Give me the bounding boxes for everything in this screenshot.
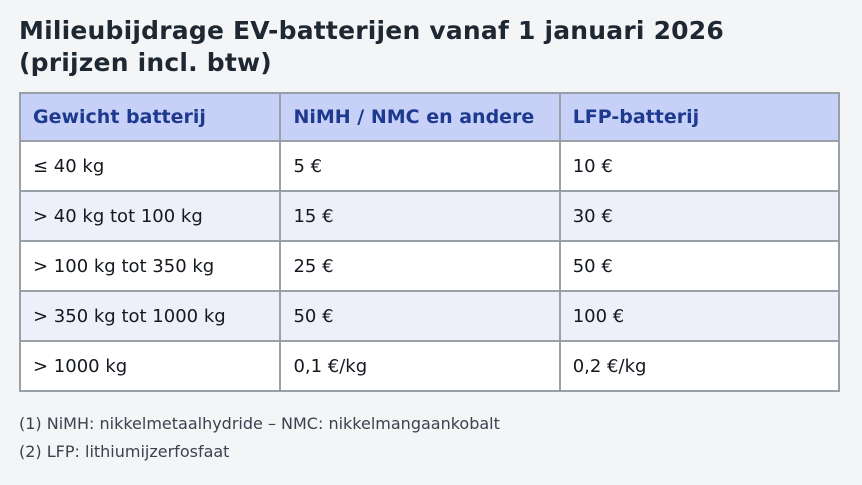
ev-battery-contribution-table: Gewicht batterij NiMH / NMC en andere LF… — [18, 92, 841, 392]
table-row: > 1000 kg 0,1 €/kg 0,2 €/kg — [18, 340, 841, 392]
table-row: > 350 kg tot 1000 kg 50 € 100 € — [18, 290, 841, 342]
cell-weight: > 350 kg tot 1000 kg — [18, 290, 282, 342]
page-title-line2: (prijzen incl. btw) — [19, 48, 272, 77]
footnote-lfp: (2) LFP: lithiumijzerfosfaat — [19, 442, 230, 461]
footnotes: (1) NiMH: nikkelmetaalhydride – NMC: nik… — [19, 412, 840, 464]
cell-nimh-price: 0,1 €/kg — [279, 340, 561, 392]
table-body: ≤ 40 kg 5 € 10 € > 40 kg tot 100 kg 15 €… — [18, 140, 841, 392]
table-header-row: Gewicht batterij NiMH / NMC en andere LF… — [18, 92, 841, 142]
content-area: Milieubijdrage EV-batterijen vanaf 1 jan… — [18, 15, 841, 464]
cell-lfp-price: 10 € — [558, 140, 841, 192]
header-battery-weight: Gewicht batterij — [18, 92, 282, 142]
table-header: Gewicht batterij NiMH / NMC en andere LF… — [18, 92, 841, 142]
cell-weight: > 40 kg tot 100 kg — [18, 190, 282, 242]
table-row: ≤ 40 kg 5 € 10 € — [18, 140, 841, 192]
cell-weight: > 100 kg tot 350 kg — [18, 240, 282, 292]
table-row: > 40 kg tot 100 kg 15 € 30 € — [18, 190, 841, 242]
cell-nimh-price: 5 € — [279, 140, 561, 192]
header-lfp: LFP-batterij — [558, 92, 841, 142]
cell-weight: > 1000 kg — [18, 340, 282, 392]
cell-lfp-price: 30 € — [558, 190, 841, 242]
cell-lfp-price: 50 € — [558, 240, 841, 292]
cell-nimh-price: 50 € — [279, 290, 561, 342]
header-nimh-nmc: NiMH / NMC en andere — [279, 92, 561, 142]
cell-lfp-price: 0,2 €/kg — [558, 340, 841, 392]
page-title: Milieubijdrage EV-batterijen vanaf 1 jan… — [19, 15, 840, 79]
cell-nimh-price: 15 € — [279, 190, 561, 242]
cell-weight: ≤ 40 kg — [18, 140, 282, 192]
cell-nimh-price: 25 € — [279, 240, 561, 292]
cell-lfp-price: 100 € — [558, 290, 841, 342]
table-row: > 100 kg tot 350 kg 25 € 50 € — [18, 240, 841, 292]
footnote-nimh-nmc: (1) NiMH: nikkelmetaalhydride – NMC: nik… — [19, 414, 500, 433]
page-title-line1: Milieubijdrage EV-batterijen vanaf 1 jan… — [19, 16, 724, 45]
